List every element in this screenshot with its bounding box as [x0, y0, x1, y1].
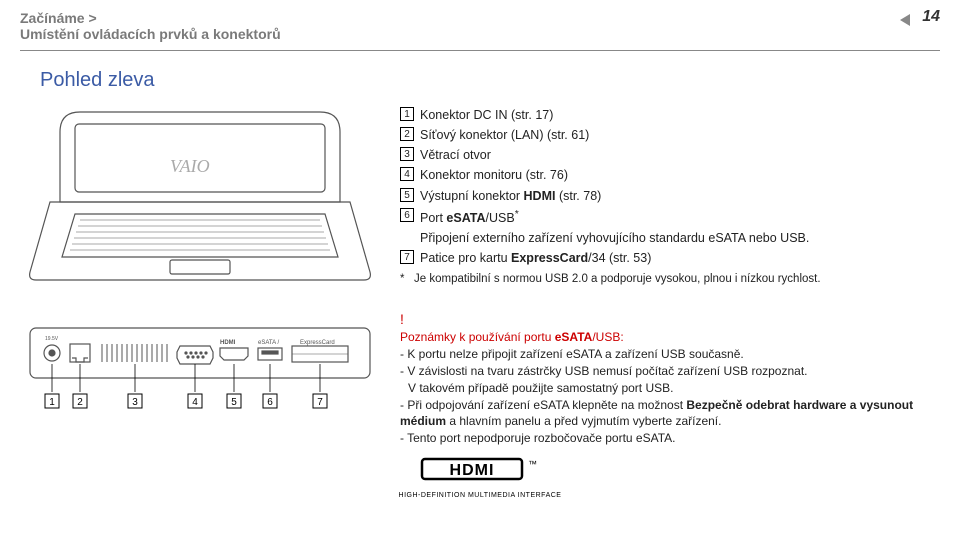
numbox: 4 — [400, 167, 414, 181]
numbox: 2 — [400, 127, 414, 141]
list-item: 5 Výstupní konektor HDMI (str. 78) — [400, 187, 940, 205]
callout-3: 3 — [132, 397, 138, 408]
numbox: 5 — [400, 188, 414, 202]
list-item: 4 Konektor monitoru (str. 76) — [400, 166, 940, 184]
left-illustration-column: VAIO — [20, 102, 400, 447]
notes-line: - V závislosti na tvaru zástrčky USB nem… — [400, 363, 940, 380]
list-text: Výstupní konektor HDMI (str. 78) — [420, 187, 601, 205]
laptop-illustration: VAIO — [20, 102, 380, 312]
connector-list-column: 1 Konektor DC IN (str. 17) 2 Síťový kone… — [400, 102, 940, 447]
list-text: Port eSATA/USB* — [420, 207, 519, 227]
list-text: Konektor DC IN (str. 17) — [420, 106, 553, 124]
callout-1: 1 — [49, 397, 55, 408]
hdmi-logo: HDMI ™ HIGH-DEFINITION MULTIMEDIA INTERF… — [0, 455, 960, 499]
callout-6: 6 — [267, 397, 273, 408]
notes-line: V takovém případě použijte samostatný po… — [400, 380, 940, 397]
notes-line: - Tento port nepodporuje rozbočovače por… — [400, 430, 940, 447]
page-arrow-icon — [900, 14, 910, 26]
port-label-hdmi: HDMI — [220, 340, 236, 346]
numbox: 1 — [400, 107, 414, 121]
numbox: 6 — [400, 208, 414, 222]
callout-4: 4 — [192, 397, 198, 408]
list-item: 7 Patice pro kartu ExpressCard/34 (str. … — [400, 249, 940, 267]
list-item: 2 Síťový konektor (LAN) (str. 61) — [400, 126, 940, 144]
vaio-logo: VAIO — [170, 156, 210, 176]
port-label-express: ExpressCard — [300, 340, 335, 346]
list-text: Konektor monitoru (str. 76) — [420, 166, 568, 184]
list-item: 1 Konektor DC IN (str. 17) — [400, 106, 940, 124]
notes-block: ! Poznámky k používání portu eSATA/USB: … — [400, 310, 940, 447]
footnote: * Je kompatibilní s normou USB 2.0 a pod… — [400, 271, 940, 288]
page-title: Pohled zleva — [40, 69, 960, 92]
callout-2: 2 — [77, 397, 83, 408]
footnote-star: * — [400, 271, 414, 288]
main-content: VAIO — [0, 92, 960, 447]
svg-text:19.5V: 19.5V — [45, 336, 59, 342]
callout-7: 7 — [317, 397, 323, 408]
svg-text:™: ™ — [528, 459, 537, 469]
list-item: 6 Port eSATA/USB* — [400, 207, 940, 227]
list-text: Větrací otvor — [420, 146, 491, 164]
breadcrumb-line2: Umístění ovládacích prvků a konektorů — [20, 26, 940, 42]
list-text: Patice pro kartu ExpressCard/34 (str. 53… — [420, 249, 651, 267]
port-label-esata: eSATA / — [258, 340, 279, 346]
callout-5: 5 — [231, 397, 237, 408]
page-number: 14 — [922, 8, 940, 26]
footnote-text: Je kompatibilní s normou USB 2.0 a podpo… — [414, 271, 821, 288]
numbox: 7 — [400, 250, 414, 264]
breadcrumb-line1: Začínáme > — [20, 10, 940, 26]
list-item: 3 Větrací otvor — [400, 146, 940, 164]
header-divider — [20, 50, 940, 51]
list-text: Síťový konektor (LAN) (str. 61) — [420, 126, 589, 144]
hdmi-subtitle: HIGH-DEFINITION MULTIMEDIA INTERFACE — [0, 492, 960, 499]
notes-line: - Při odpojování zařízení eSATA klepněte… — [400, 397, 940, 431]
esata-subtext: Připojení externího zařízení vyhovujícíh… — [400, 229, 940, 247]
doc-header: Začínáme > Umístění ovládacích prvků a k… — [0, 0, 960, 48]
notes-title: Poznámky k používání portu eSATA/USB: — [400, 329, 940, 346]
svg-text:HDMI: HDMI — [450, 462, 495, 479]
numbox: 3 — [400, 147, 414, 161]
notes-line: - K portu nelze připojit zařízení eSATA … — [400, 346, 940, 363]
ports-panel-illustration: 19.5V HDMI eSATA / ExpressCard 1 2 3 4 5 — [20, 320, 380, 430]
notes-bang: ! — [400, 310, 940, 330]
